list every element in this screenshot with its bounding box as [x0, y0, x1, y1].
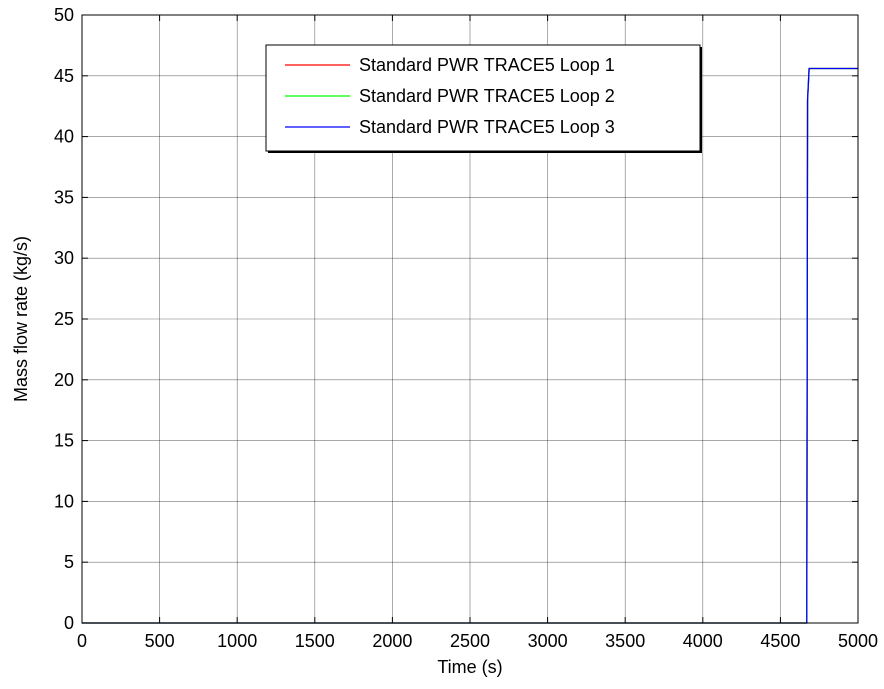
x-tick-label: 1000 — [217, 631, 257, 651]
y-tick-label: 20 — [54, 370, 74, 390]
y-tick-label: 35 — [54, 187, 74, 207]
axis-ticks — [81, 14, 859, 624]
x-tick-label: 4500 — [760, 631, 800, 651]
y-tick-label: 25 — [54, 309, 74, 329]
legend-label-3: Standard PWR TRACE5 Loop 3 — [359, 117, 615, 137]
x-axis-label: Time (s) — [437, 657, 502, 677]
y-tick-label: 40 — [54, 127, 74, 147]
y-axis-label: Mass flow rate (kg/s) — [11, 236, 31, 402]
x-tick-label: 4000 — [683, 631, 723, 651]
y-tick-label: 0 — [64, 613, 74, 633]
x-tick-label: 3000 — [528, 631, 568, 651]
legend-label-2: Standard PWR TRACE5 Loop 2 — [359, 86, 615, 106]
x-tick-labels: 0 500 1000 1500 2000 2500 3000 3500 4000 4500 5000 — [77, 631, 878, 651]
x-tick-label: 2500 — [450, 631, 490, 651]
legend: Standard PWR TRACE5 Loop 1 Standard PWR T… — [265, 44, 702, 153]
y-tick-label: 50 — [54, 5, 74, 25]
y-tick-label: 15 — [54, 431, 74, 451]
y-tick-label: 45 — [54, 66, 74, 86]
y-tick-label: 30 — [54, 248, 74, 268]
x-tick-label: 500 — [145, 631, 175, 651]
y-tick-label: 5 — [64, 552, 74, 572]
x-tick-label: 1500 — [295, 631, 335, 651]
x-tick-label: 3500 — [605, 631, 645, 651]
legend-box — [265, 44, 701, 152]
x-tick-label: 2000 — [372, 631, 412, 651]
y-tick-label: 10 — [54, 491, 74, 511]
x-tick-label: 5000 — [838, 631, 878, 651]
y-tick-labels: 0 5 10 15 20 25 30 35 40 45 50 — [54, 5, 74, 633]
x-tick-label: 0 — [77, 631, 87, 651]
legend-label-1: Standard PWR TRACE5 Loop 1 — [359, 55, 615, 75]
